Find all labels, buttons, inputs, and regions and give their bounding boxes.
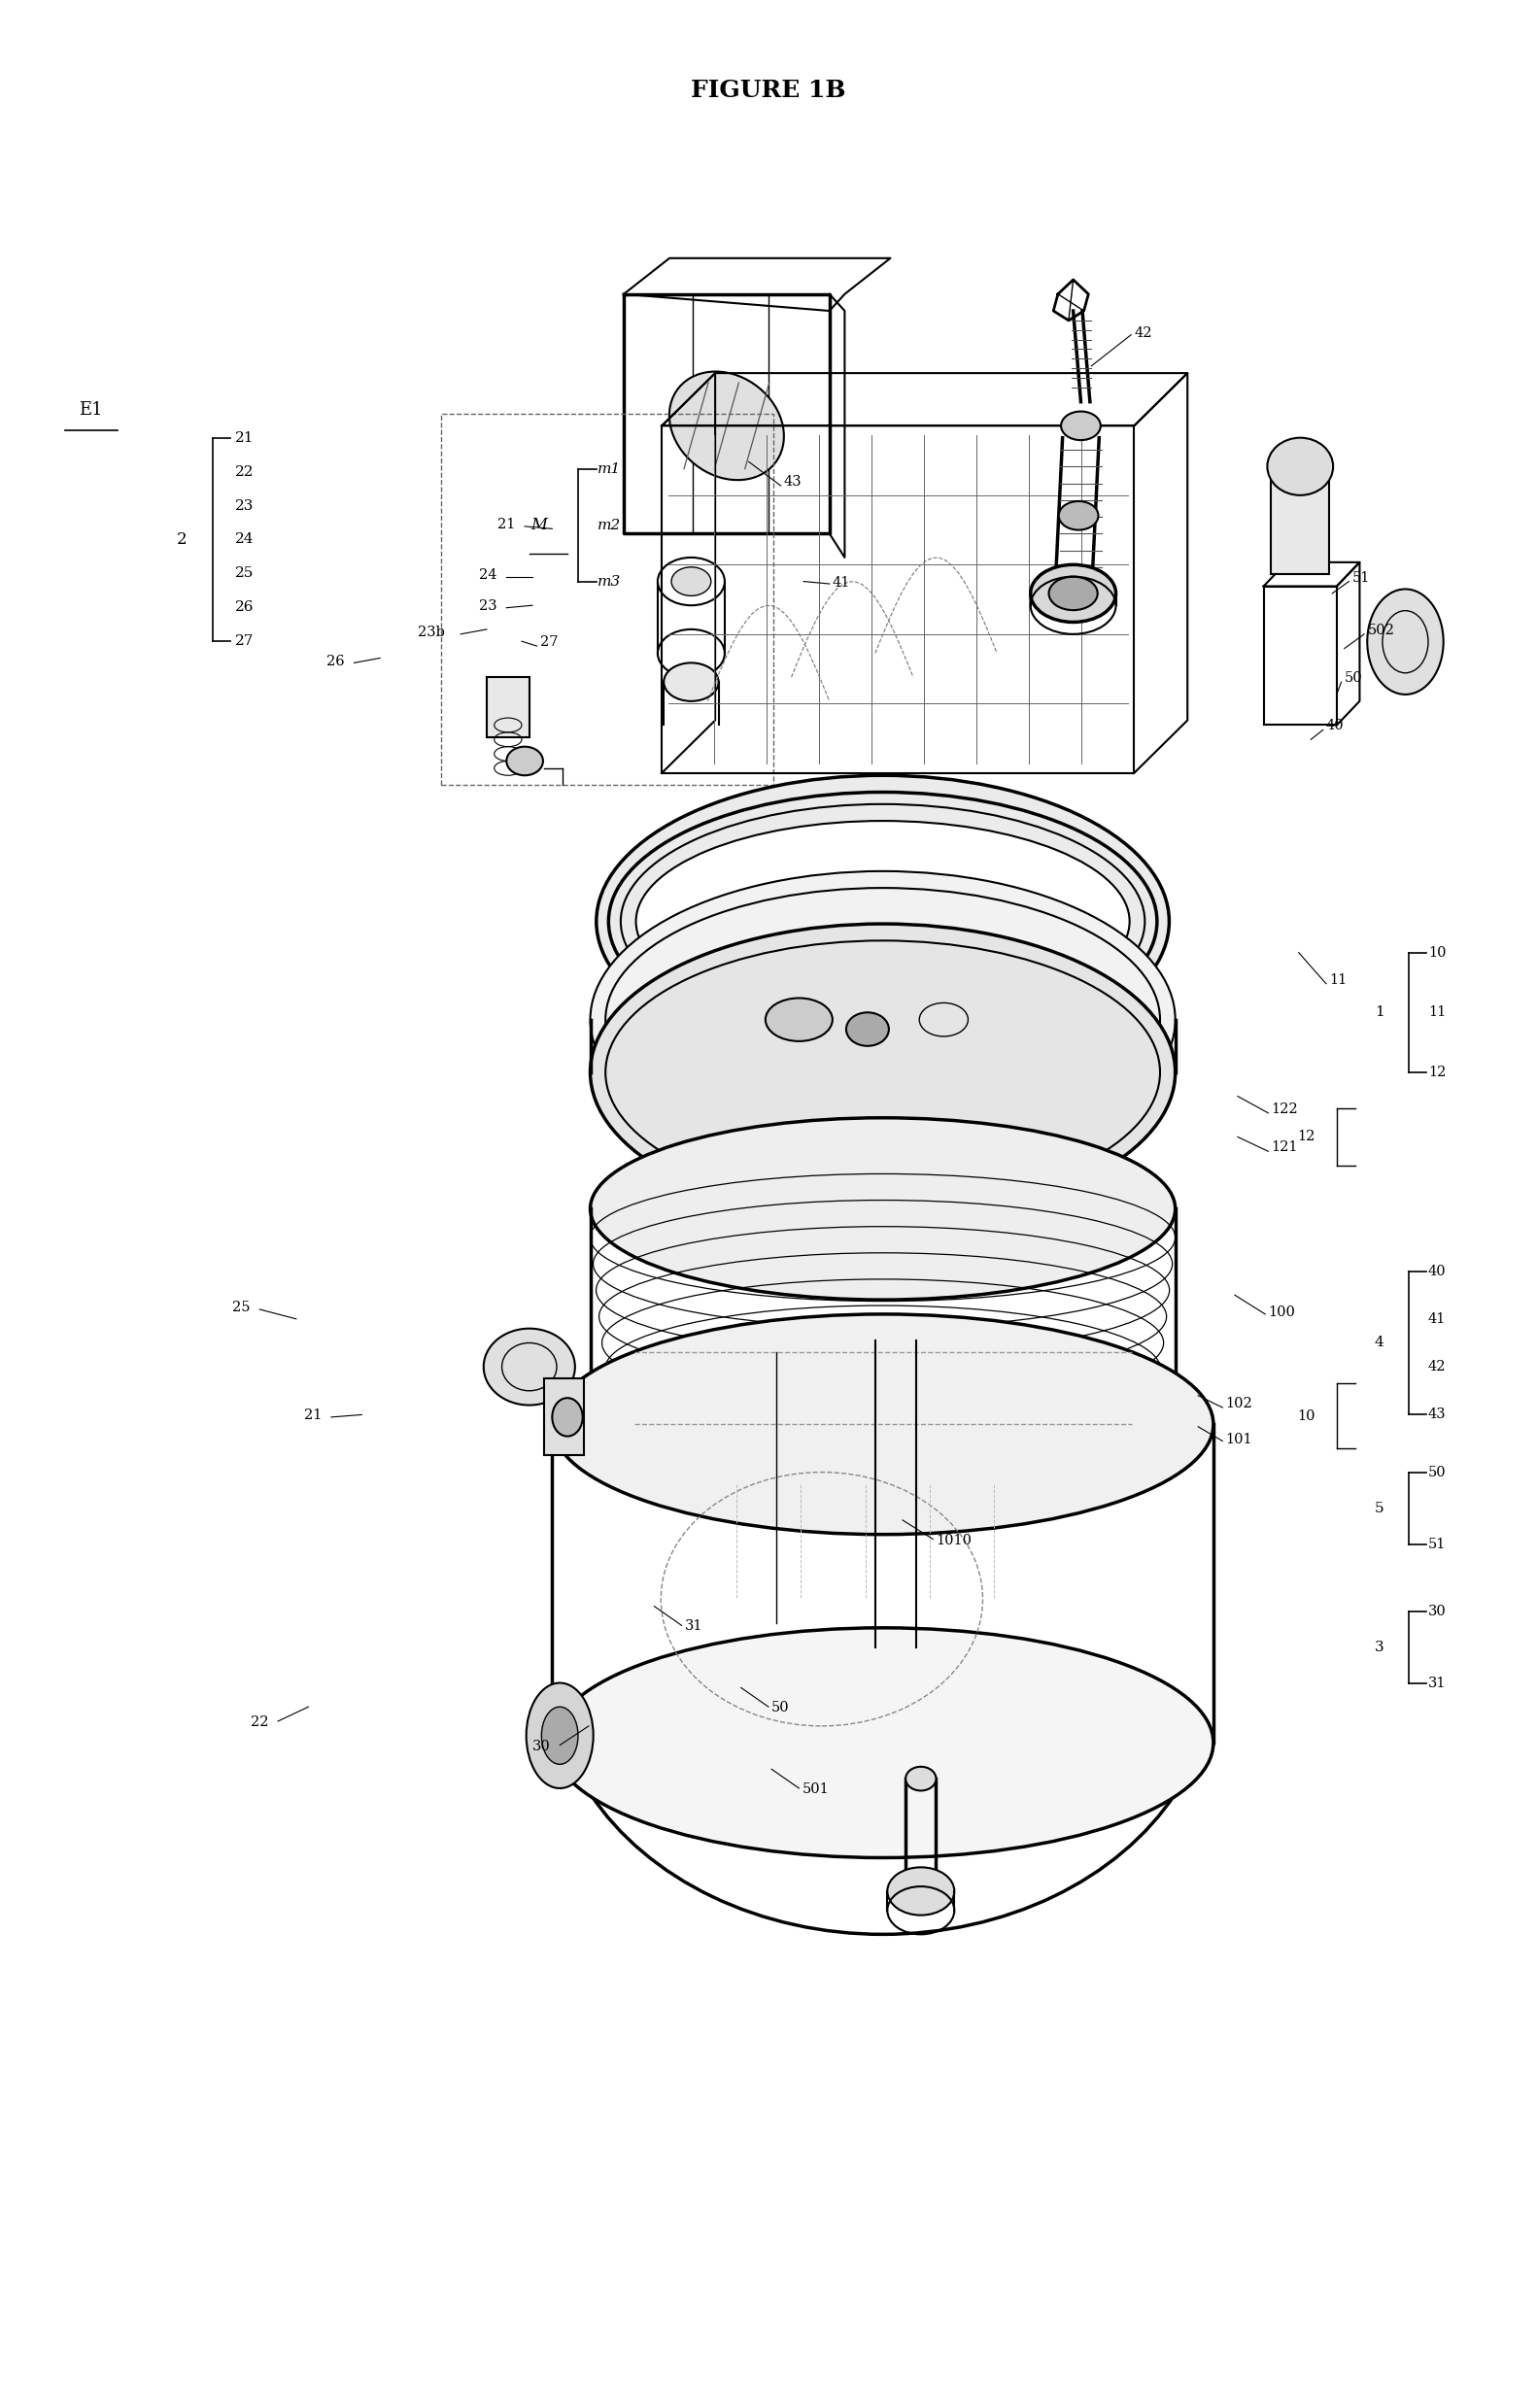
Ellipse shape [905, 1767, 936, 1792]
Ellipse shape [669, 371, 784, 479]
Text: 501: 501 [802, 1782, 828, 1796]
Ellipse shape [847, 1011, 888, 1045]
Text: E1: E1 [78, 402, 103, 419]
Text: 40: 40 [1428, 1264, 1446, 1279]
Ellipse shape [590, 925, 1176, 1221]
Bar [1271, 467, 1330, 573]
Text: m1: m1 [598, 462, 621, 477]
Text: 50: 50 [772, 1700, 790, 1714]
Text: 23b: 23b [418, 626, 446, 641]
Ellipse shape [590, 872, 1176, 1168]
Text: 43: 43 [1428, 1409, 1446, 1421]
Ellipse shape [636, 821, 1130, 1021]
Ellipse shape [1368, 590, 1443, 694]
Text: 11: 11 [1330, 973, 1346, 987]
Ellipse shape [664, 662, 719, 701]
Text: 100: 100 [1268, 1305, 1296, 1320]
Ellipse shape [541, 1707, 578, 1765]
Text: 10: 10 [1297, 1409, 1316, 1423]
Text: 4: 4 [1374, 1336, 1383, 1348]
Text: 43: 43 [784, 474, 802, 489]
Text: 51: 51 [1353, 571, 1369, 585]
Ellipse shape [552, 1628, 1213, 1857]
Text: 21: 21 [235, 431, 254, 445]
Text: 1: 1 [1374, 1007, 1383, 1019]
Text: 50: 50 [1345, 672, 1362, 684]
Text: 11: 11 [1428, 1007, 1446, 1019]
Ellipse shape [672, 566, 712, 595]
Text: 40: 40 [1326, 720, 1345, 732]
Text: M: M [532, 518, 547, 535]
Text: 24: 24 [235, 532, 254, 547]
Text: 27: 27 [539, 636, 558, 650]
Text: 42: 42 [1134, 327, 1153, 340]
Ellipse shape [1061, 412, 1100, 441]
Ellipse shape [552, 1399, 583, 1435]
Text: m3: m3 [598, 576, 621, 588]
Ellipse shape [1059, 501, 1099, 530]
Text: 21: 21 [304, 1409, 321, 1423]
Text: FIGURE 1B: FIGURE 1B [692, 79, 845, 101]
Text: 42: 42 [1428, 1361, 1446, 1373]
Text: 12: 12 [1297, 1129, 1316, 1144]
Text: 25: 25 [235, 566, 254, 580]
Text: 50: 50 [1428, 1466, 1446, 1479]
Text: 22: 22 [251, 1714, 269, 1729]
Text: 502: 502 [1368, 624, 1394, 638]
Text: 101: 101 [1225, 1433, 1253, 1447]
Text: 26: 26 [235, 600, 254, 614]
Ellipse shape [887, 1866, 954, 1914]
Text: 23: 23 [235, 498, 254, 513]
Text: 2: 2 [177, 532, 186, 547]
Text: 31: 31 [1428, 1676, 1446, 1690]
Text: 30: 30 [1428, 1604, 1446, 1618]
Ellipse shape [526, 1683, 593, 1789]
Text: 31: 31 [684, 1621, 702, 1633]
Ellipse shape [484, 1329, 575, 1406]
Text: 41: 41 [1428, 1312, 1446, 1327]
Text: 21: 21 [498, 518, 515, 532]
Text: 5: 5 [1374, 1500, 1383, 1515]
Text: 23: 23 [480, 600, 496, 614]
Text: 41: 41 [833, 576, 850, 590]
Text: 102: 102 [1225, 1397, 1253, 1411]
Text: 3: 3 [1374, 1640, 1383, 1654]
Text: 122: 122 [1271, 1103, 1299, 1115]
Ellipse shape [507, 746, 543, 775]
Text: 24: 24 [480, 568, 496, 583]
Bar [487, 677, 529, 737]
Text: m2: m2 [598, 518, 621, 532]
Ellipse shape [1030, 563, 1116, 621]
Text: 121: 121 [1271, 1141, 1297, 1153]
Text: 30: 30 [532, 1739, 550, 1753]
Ellipse shape [596, 775, 1170, 1067]
Ellipse shape [1048, 576, 1097, 609]
Text: 10: 10 [1428, 946, 1446, 958]
Text: 12: 12 [1428, 1064, 1446, 1079]
Ellipse shape [590, 1117, 1176, 1300]
Text: 22: 22 [235, 465, 254, 479]
Text: 26: 26 [327, 655, 344, 667]
Ellipse shape [552, 1315, 1213, 1534]
Ellipse shape [765, 997, 833, 1040]
Text: 27: 27 [235, 633, 254, 648]
Text: 25: 25 [232, 1300, 251, 1315]
Bar [544, 1380, 584, 1454]
Ellipse shape [1268, 438, 1333, 496]
Text: 1010: 1010 [936, 1534, 971, 1546]
Text: 51: 51 [1428, 1536, 1446, 1551]
